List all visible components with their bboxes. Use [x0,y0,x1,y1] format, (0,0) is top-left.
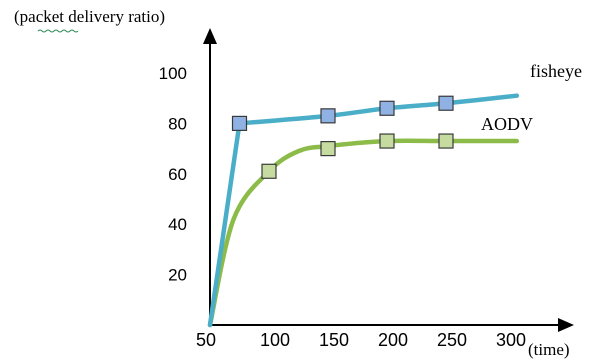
data-point-aodv [379,133,395,149]
y-tick-label: 60 [168,165,187,184]
y-tick-label: 20 [168,266,187,285]
axes [203,28,574,332]
series-lines [207,93,520,328]
data-point-fisheye [438,95,454,111]
data-point-fisheye [379,100,395,116]
series-label-aodv: AODV [481,114,533,134]
x-tick-label: 250 [437,330,467,350]
x-tick-label: 150 [319,330,349,350]
y-tick-label: 80 [168,114,187,133]
y-tick-label: 100 [159,64,187,83]
series-labels: fisheye AODV [481,61,582,134]
x-tick-label: 100 [260,330,290,350]
y-axis-label-spellcheck-underline [37,29,79,33]
ticks: 50 100 150 200 250 300 20 40 60 80 100 [159,64,526,350]
y-tick-label: 40 [168,215,187,234]
x-axis-arrow [558,318,574,332]
y-axis-label: (packet delivery ratio) [14,7,165,26]
series-line-aodv [207,138,520,328]
x-axis-label: (time) [528,340,570,359]
x-tick-label: 300 [496,330,526,350]
data-point-fisheye [320,108,336,124]
data-point-aodv [261,163,277,179]
y-axis-arrow [203,28,217,44]
data-point-aodv [438,133,454,149]
data-point-aodv [320,141,336,157]
x-tick-label: 200 [378,330,408,350]
data-point-fisheye [231,115,248,132]
series-label-fisheye: fisheye [530,61,582,81]
series-markers [231,95,454,179]
series-line-fisheye [207,93,520,328]
x-tick-label: 50 [196,330,216,350]
